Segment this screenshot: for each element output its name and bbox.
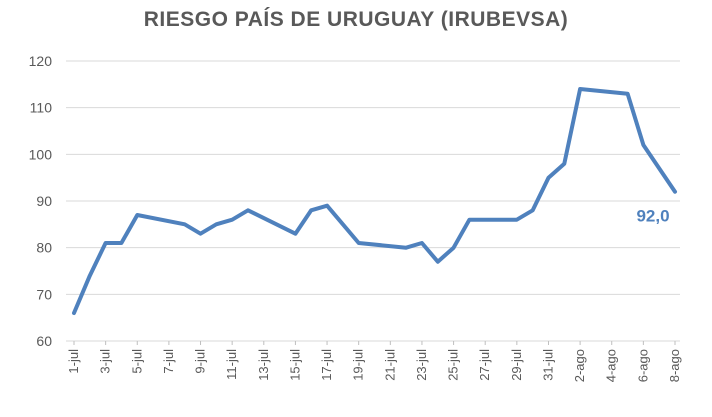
x-tick-label: 25-jul [446, 349, 461, 381]
x-tick-label: 31-jul [540, 349, 555, 381]
y-tick-label: 90 [36, 193, 52, 209]
x-tick-label: 13-jul [256, 349, 271, 381]
gridlines [66, 60, 680, 342]
x-tick-label: 3-jul [98, 349, 113, 374]
x-tick-label: 8-ago [667, 349, 682, 382]
x-tick-label: 29-jul [509, 349, 524, 381]
x-tick-label: 15-jul [287, 349, 302, 381]
series-irubevsa [72, 87, 677, 315]
x-tick-label: 6-ago [635, 349, 650, 382]
x-tick-label: 11-jul [224, 349, 239, 380]
x-tick-label: 21-jul [382, 349, 397, 381]
y-tick-label: 120 [29, 53, 53, 69]
data-labels: 92,0 [636, 207, 669, 226]
x-tick-label: 2-ago [572, 349, 587, 382]
x-tick-label: 7-jul [161, 349, 176, 374]
y-tick-label: 110 [30, 100, 53, 116]
end-value-label: 92,0 [636, 207, 669, 226]
chart-title: RIESGO PAÍS DE URUGUAY (IRUBEVSA) [143, 8, 569, 31]
x-tick-label: 19-jul [351, 349, 366, 381]
y-axis-ticks: 60 70 80 90 100 110 120 [29, 53, 53, 349]
y-tick-label: 60 [36, 333, 52, 349]
x-tick-label: 5-jul [129, 349, 144, 374]
x-tick-label: 27-jul [477, 349, 492, 381]
x-tick-label: 9-jul [193, 349, 208, 374]
x-tick-label: 4-ago [604, 349, 619, 382]
y-tick-label: 70 [36, 286, 52, 302]
x-axis-ticks: 1-jul 3-jul 5-jul 7-jul 9-jul 11-jul 13-jul 15-… [66, 341, 682, 382]
y-tick-label: 80 [36, 240, 52, 256]
y-tick-label: 100 [29, 146, 53, 162]
x-tick-label: 17-jul [319, 349, 334, 381]
x-tick-label: 1-jul [66, 349, 81, 374]
series-line [72, 87, 677, 315]
x-tick-label: 23-jul [414, 349, 429, 381]
